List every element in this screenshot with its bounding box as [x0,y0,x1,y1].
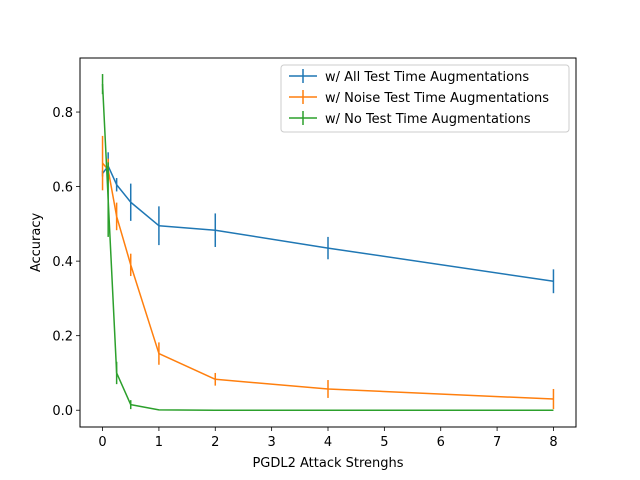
plot-marks [101,74,555,411]
x-axis: 0 1 2 3 4 5 6 7 8 [98,427,558,450]
series-line [101,165,554,283]
series-1 [101,152,555,294]
series-line [101,162,554,400]
series-line [101,84,554,411]
y-tick-label: 0.2 [52,330,73,345]
legend-box [280,64,570,133]
series-3 [101,74,554,411]
x-tick-label: 1 [155,435,163,450]
legend: w/ All Test Time Augmentations w/ Noise … [280,64,570,133]
legend-entry: w/ Noise Test Time Augmentations [289,90,549,106]
x-tick-label: 8 [549,435,557,450]
legend-entry: w/ No Test Time Augmentations [289,111,531,127]
y-axis: 0.0 0.2 0.4 0.6 0.8 [52,106,80,419]
y-tick-label: 0.0 [52,404,73,419]
x-tick-label: 0 [98,435,106,450]
y-tick-label: 0.6 [52,181,73,196]
legend-label: w/ No Test Time Augmentations [325,112,531,127]
y-tick-label: 0.4 [52,255,73,270]
legend-label: w/ All Test Time Augmentations [325,70,529,85]
x-tick-label: 5 [380,435,388,450]
x-tick-label: 4 [324,435,332,450]
x-tick-label: 7 [493,435,501,450]
x-axis-label: PGDL2 Attack Strenghs [252,456,403,471]
series-2 [101,135,555,410]
y-axis-label: Accuracy [29,213,44,273]
x-tick-label: 6 [437,435,445,450]
x-tick-label: 2 [211,435,219,450]
legend-label: w/ Noise Test Time Augmentations [325,91,549,106]
x-tick-label: 3 [267,435,275,450]
y-tick-label: 0.8 [52,106,73,121]
legend-entry: w/ All Test Time Augmentations [289,69,529,85]
